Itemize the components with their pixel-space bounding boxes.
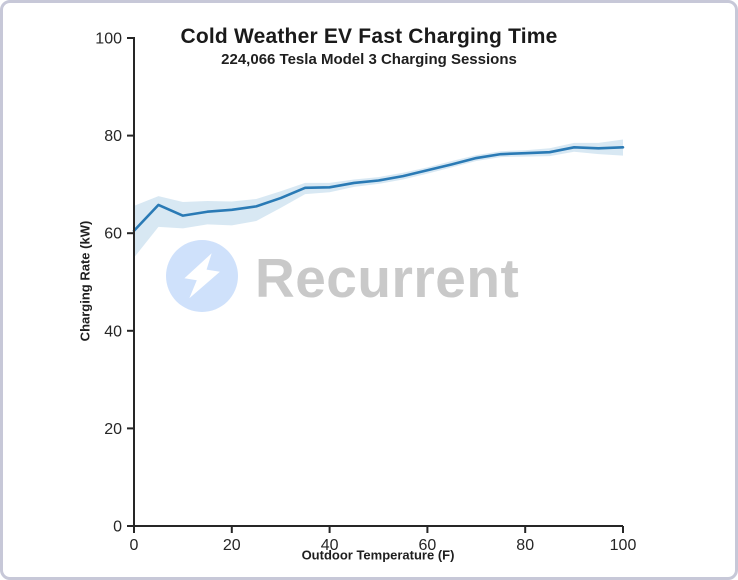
y-tick-label: 20 bbox=[104, 421, 122, 438]
y-axis-label: Charging Rate (kW) bbox=[77, 220, 93, 342]
x-tick-label: 60 bbox=[419, 537, 437, 554]
x-tick-label: 20 bbox=[223, 537, 241, 554]
y-tick-label: 0 bbox=[113, 519, 122, 536]
y-tick-label: 40 bbox=[104, 323, 122, 340]
chart-line bbox=[132, 146, 625, 233]
y-tick-label: 80 bbox=[104, 128, 122, 145]
confidence-band bbox=[134, 139, 623, 258]
x-tick-label: 80 bbox=[516, 537, 534, 554]
x-tick-label: 100 bbox=[610, 537, 637, 554]
y-tick-label: 100 bbox=[95, 31, 122, 48]
x-axis-label: Outdoor Temperature (F) bbox=[301, 547, 455, 563]
x-tick-label: 40 bbox=[321, 537, 339, 554]
x-tick-label: 0 bbox=[130, 537, 139, 554]
line-chart: 0 20 40 60 80 100 0 20 40 60 80 100 bbox=[95, 31, 637, 555]
y-tick-label: 60 bbox=[104, 226, 122, 243]
